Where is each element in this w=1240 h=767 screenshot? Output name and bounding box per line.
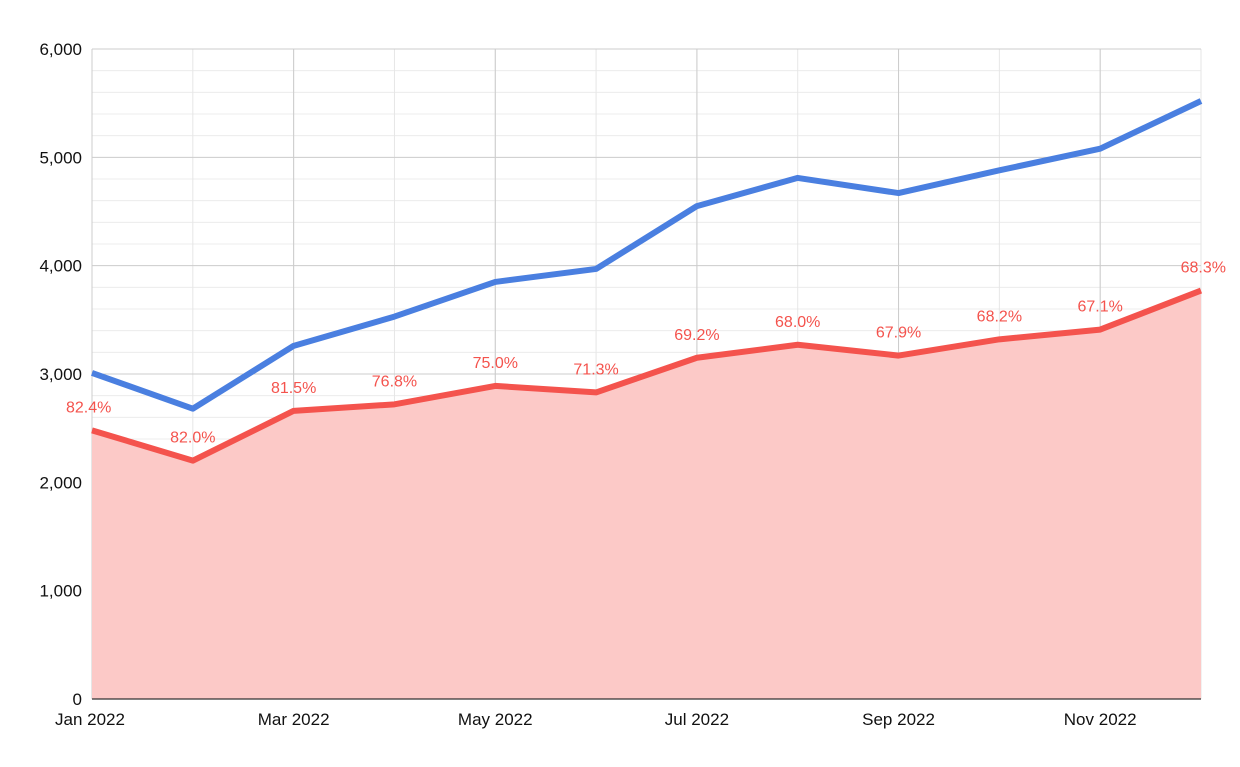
series-2-line (91, 287, 1203, 464)
data-label: 67.1% (1077, 299, 1122, 316)
data-label: 69.2% (674, 327, 719, 344)
y-tick-label: 3,000 (39, 365, 82, 384)
x-tick-label: Mar 2022 (258, 710, 330, 729)
y-tick-label: 1,000 (39, 582, 82, 601)
x-tick-label: Sep 2022 (862, 710, 935, 729)
series-2-area-fill (92, 290, 1201, 699)
data-label: 76.8% (372, 373, 417, 390)
y-tick-label: 6,000 (39, 40, 82, 59)
data-label: 81.5% (271, 380, 316, 397)
data-label: 82.4% (66, 399, 111, 416)
line-layer (90, 98, 1203, 464)
data-label-layer: 82.4% 82.0% 81.5% 76.8% 75.0% 71.3% 69.2% 68.0%… (66, 260, 1226, 447)
y-tick-label: 5,000 (39, 148, 82, 167)
y-tick-label: 4,000 (39, 257, 82, 276)
y-tick-label: 2,000 (39, 473, 82, 492)
axis-layer: 0 1,000 2,000 3,000 4,000 5,000 6,000 Jan 2022 M… (39, 40, 1201, 729)
data-label: 71.3% (573, 361, 618, 378)
data-label: 67.9% (876, 325, 921, 342)
x-tick-label: Jul 2022 (665, 710, 729, 729)
data-label: 82.0% (170, 430, 215, 447)
y-tick-label: 0 (73, 690, 82, 709)
area-layer (92, 290, 1201, 699)
data-label: 68.2% (977, 308, 1022, 325)
x-tick-label: May 2022 (458, 710, 533, 729)
x-tick-label: Jan 2022 (55, 710, 125, 729)
x-tick-label: Nov 2022 (1064, 710, 1137, 729)
data-label: 75.0% (473, 355, 518, 372)
data-label: 68.0% (775, 314, 820, 331)
data-label: 68.3% (1181, 260, 1226, 277)
series-1-line (90, 98, 1203, 412)
